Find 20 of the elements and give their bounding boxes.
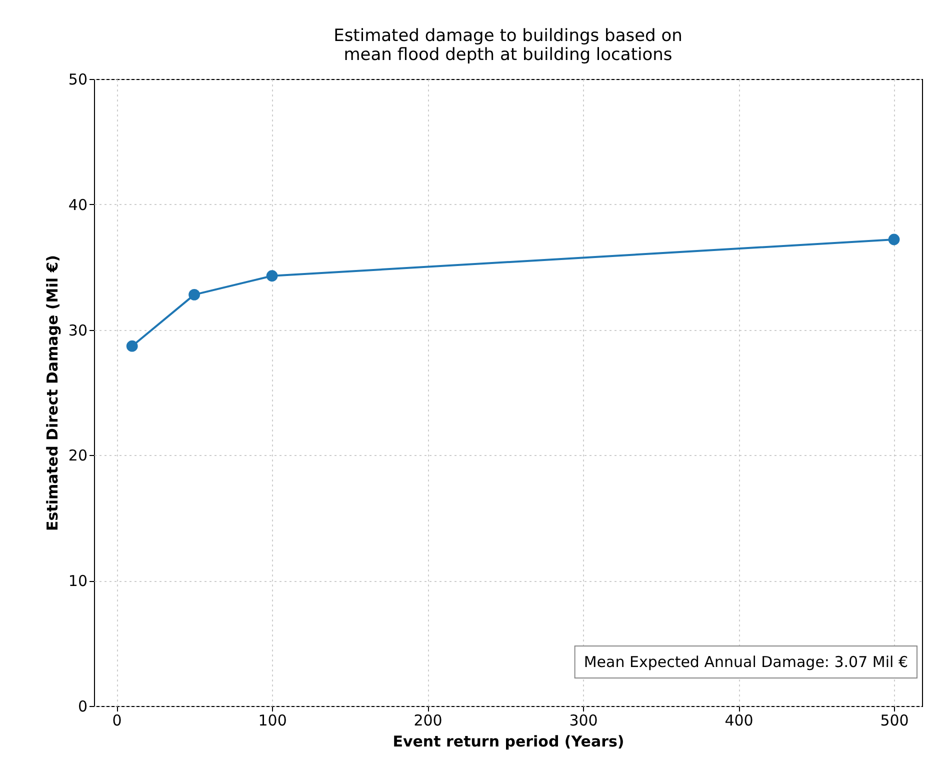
- y-tick-label: 0: [78, 698, 88, 716]
- y-tick-label: 30: [68, 321, 88, 340]
- point: [888, 234, 900, 246]
- chart-title: Estimated damage to buildings based on mean flood depth at building locations: [334, 26, 682, 65]
- annotation: Mean Expected Annual Damage: 3.07 Mil €: [584, 653, 908, 671]
- x-tick-label: 500: [880, 712, 909, 730]
- y-tick-label: 10: [68, 572, 88, 590]
- point: [266, 270, 278, 282]
- y-tick-label: 50: [68, 70, 88, 88]
- point: [126, 340, 138, 352]
- x-tick-label: 100: [258, 712, 287, 730]
- x-tick-label: 200: [414, 712, 442, 730]
- y-tick-label: 20: [68, 446, 88, 465]
- point: [188, 289, 200, 300]
- y-axis-title: Estimated Direct Damage (Mil €): [43, 254, 62, 532]
- x-axis-title: Event return period (Years): [392, 732, 624, 750]
- y-tick-label: 40: [68, 196, 88, 214]
- x-tick-label: 0: [112, 712, 122, 730]
- x-tick-label: 300: [569, 712, 598, 730]
- x-tick-label: 400: [724, 712, 754, 730]
